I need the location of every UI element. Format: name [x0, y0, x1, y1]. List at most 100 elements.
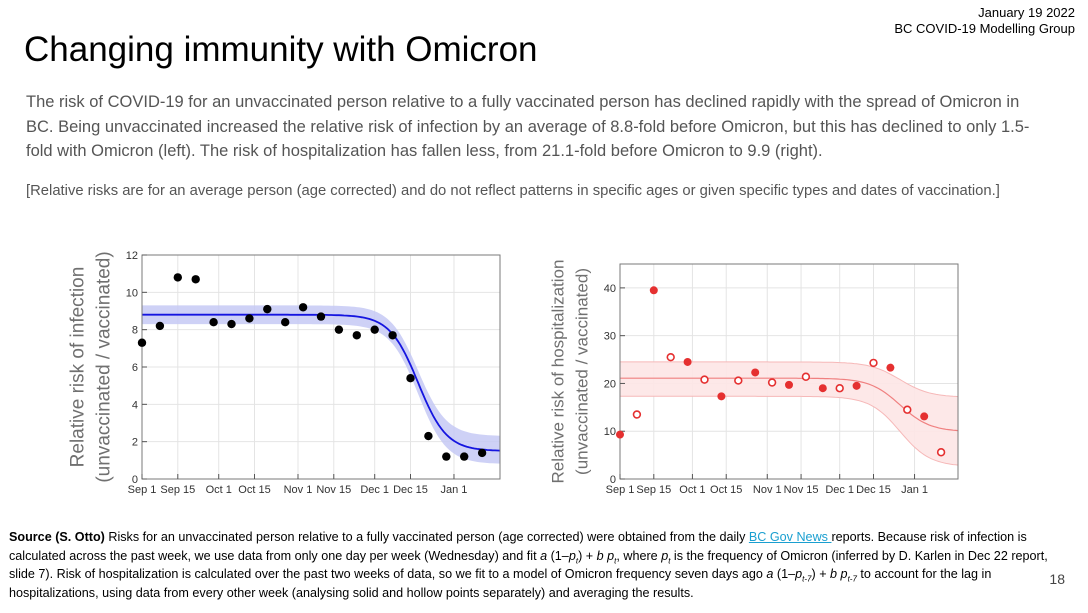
data-point	[281, 318, 290, 327]
x-tick-label: Oct 1	[679, 484, 705, 496]
y-tick-label: 10	[604, 426, 616, 438]
y-axis-label: Relative risk of infection	[68, 267, 89, 468]
x-tick-label: Dec 15	[393, 484, 428, 496]
data-point	[616, 430, 624, 439]
report-group: BC COVID-19 Modelling Group	[894, 21, 1075, 36]
hospitalization-risk-chart: 0 10 20 30 40 Sep 1 Sep 15 Oct 1 Oct 15 Nov 1 Nov …	[549, 260, 959, 496]
data-point	[352, 331, 361, 340]
hospitalization-chart-panel: 0 10 20 30 40 Sep 1 Sep 15 Oct 1 Oct 15 Nov 1 Nov …	[540, 242, 980, 504]
bc-gov-news-link[interactable]: BC Gov News	[748, 530, 832, 544]
x-tick-label: Jan 1	[441, 484, 468, 496]
formula1-a: a	[540, 548, 548, 563]
page-title: Changing immunity with Omicron	[24, 30, 538, 69]
data-point	[245, 314, 254, 323]
data-point	[137, 338, 147, 347]
data-point	[173, 273, 182, 282]
data-point-hollow	[869, 358, 878, 368]
x-tick-label: Sep 1	[606, 484, 635, 496]
x-tick-label: Dec 1	[360, 484, 389, 496]
data-point	[818, 384, 827, 393]
formula1-b: b	[596, 548, 604, 563]
where-sub: t	[668, 556, 671, 566]
x-tick-label: Oct 15	[710, 484, 742, 496]
data-point	[886, 363, 895, 372]
formula2-p: p	[795, 567, 803, 581]
y-axis-label: Relative risk of hospitalization	[549, 260, 568, 484]
x-tick-label: Oct 1	[206, 484, 232, 496]
band-upper-edge	[620, 361, 959, 398]
x-tick-label: Nov 15	[316, 484, 351, 496]
page-number: 18	[1049, 571, 1065, 587]
y-axis-sublabel: (unvaccinated / vaccinated)	[573, 268, 592, 475]
data-point	[227, 319, 236, 329]
y-tick-label: 40	[604, 283, 616, 295]
formula2-sub: t-7	[802, 574, 812, 584]
data-point-hollow	[666, 352, 675, 362]
data-point	[920, 412, 929, 421]
y-tick-label: 8	[132, 325, 138, 337]
y-tick-label: 12	[126, 250, 138, 262]
y-tick-label: 10	[126, 287, 138, 299]
data-point	[442, 452, 451, 461]
y-tick-label: 0	[132, 474, 138, 486]
y-tick-label: 4	[132, 399, 138, 411]
confidence-band	[142, 305, 500, 464]
formula2-a: a	[766, 567, 774, 581]
band-lower-edge	[620, 395, 959, 466]
data-point-hollow	[734, 376, 743, 385]
data-point	[298, 303, 308, 312]
formula2-close: ) +	[811, 567, 831, 581]
data-point	[424, 431, 433, 441]
data-point	[209, 318, 218, 327]
x-tick-label: Nov 1	[284, 484, 313, 496]
data-point	[683, 357, 692, 366]
x-tick-label: Nov 15	[784, 484, 819, 496]
fit-line	[620, 377, 959, 432]
formula2-mid: (1–	[773, 567, 796, 581]
formula1-sub: t	[575, 556, 579, 566]
source-text-4: to account for the lag in hospitalizatio…	[9, 567, 992, 600]
y-axis-sublabel: (unvaccinated / vaccinated)	[94, 251, 115, 482]
source-text-1: Risks for an unvaccinated person relativ…	[104, 530, 749, 544]
data-point-hollow	[936, 448, 946, 457]
y-tick-label: 30	[604, 331, 616, 343]
data-point	[191, 275, 200, 284]
formula1-p2: p	[603, 548, 615, 563]
formula1-sub2: t	[614, 556, 617, 566]
formula1-p: p	[568, 548, 576, 563]
y-tick-label: 0	[610, 474, 616, 486]
data-point	[316, 312, 326, 321]
data-point	[388, 331, 397, 340]
plot-frame	[619, 263, 959, 480]
data-point	[785, 380, 793, 389]
data-point	[460, 452, 469, 461]
data-point-hollow	[700, 375, 709, 384]
report-date: January 19 2022	[978, 5, 1075, 20]
where-p: p	[661, 548, 669, 563]
data-point-hollow	[767, 378, 777, 387]
data-point	[370, 325, 379, 334]
data-point	[406, 374, 415, 383]
formula2-b: b	[830, 567, 838, 581]
y-tick-label: 2	[132, 437, 138, 449]
data-point	[334, 325, 344, 334]
data-point	[751, 368, 760, 377]
x-tick-label: Oct 15	[238, 484, 270, 496]
data-point	[477, 448, 487, 458]
formula1-close: ) +	[578, 548, 597, 563]
y-tick-label: 6	[132, 362, 138, 374]
data-point	[155, 321, 165, 331]
source-text-2: reports. Because risk of infection is ca…	[9, 530, 1027, 563]
x-tick-label: Sep 15	[636, 484, 671, 496]
formula1-mid: (1–	[547, 548, 569, 563]
x-tick-label: Sep 15	[160, 484, 195, 496]
data-point	[263, 304, 272, 314]
data-point-hollow	[835, 384, 844, 393]
note-paragraph: [Relative risks are for an average perso…	[26, 183, 1000, 199]
data-point	[717, 392, 726, 401]
source-note: Source (S. Otto) Risks for an unvaccinat…	[9, 528, 1059, 602]
intro-paragraph: The risk of COVID-19 for an unvaccinated…	[26, 93, 1030, 160]
formula2-sub2: t-7	[847, 574, 857, 584]
data-point	[649, 286, 658, 295]
formula2-p2: p	[837, 567, 848, 581]
